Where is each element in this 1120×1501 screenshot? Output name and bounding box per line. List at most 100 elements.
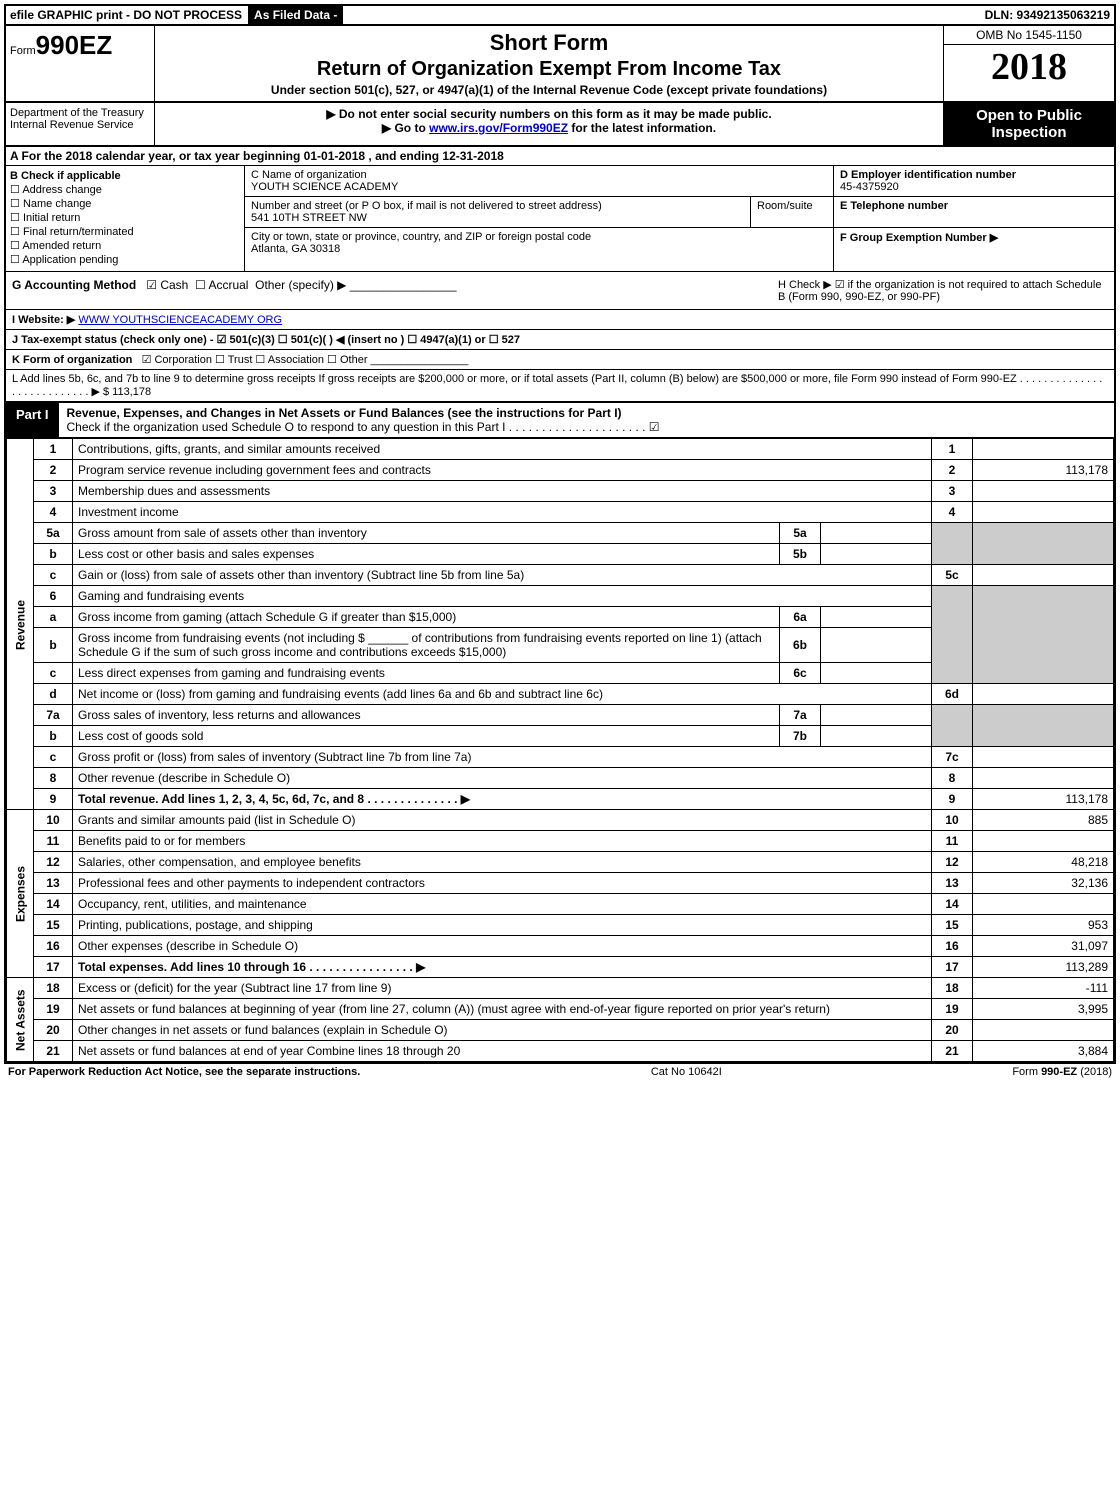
l5a-sn: 5a [780,523,821,544]
l17-desc: Total expenses. Add lines 10 through 16 … [78,960,425,974]
l4-val [973,502,1114,523]
chk-accrual[interactable]: ☐ Accrual [195,278,248,292]
l11-idx: 11 [932,831,973,852]
as-filed-label: As Filed Data - [248,6,343,24]
l15-desc: Printing, publications, postage, and shi… [73,915,932,936]
form-container: efile GRAPHIC print - DO NOT PROCESS As … [4,4,1116,1064]
goto-post: for the latest information. [568,121,716,135]
l21-num: 21 [34,1041,73,1062]
l1-num: 1 [34,439,73,460]
irs-label: Internal Revenue Service [10,119,150,131]
l6d-num: d [34,684,73,705]
l7a-sn: 7a [780,705,821,726]
l5a-sv [821,523,932,544]
l7a-num: 7a [34,705,73,726]
l7c-desc: Gross profit or (loss) from sales of inv… [73,747,932,768]
row-h: H Check ▶ ☑ if the organization is not r… [772,272,1114,309]
chk-name-change[interactable]: ☐ Name change [10,197,240,210]
l5-grey [932,523,973,565]
l12-num: 12 [34,852,73,873]
tax-year: 2018 [944,45,1114,89]
row-gh: G Accounting Method ☑ Cash ☐ Accrual Oth… [6,272,1114,310]
l5c-desc: Gain or (loss) from sale of assets other… [73,565,932,586]
footer-mid: Cat No 10642I [651,1066,722,1078]
footer-right: Form 990-EZ (2018) [1012,1066,1112,1078]
year-begin: 01-01-2018 [304,149,365,163]
goto-pre: ▶ Go to [382,121,429,135]
l3-val [973,481,1114,502]
l19-idx: 19 [932,999,973,1020]
l5b-num: b [34,544,73,565]
header-row-2: Department of the Treasury Internal Reve… [6,103,1114,147]
l1-desc: Contributions, gifts, grants, and simila… [73,439,932,460]
chk-address-change[interactable]: ☐ Address change [10,183,240,196]
phone-label: E Telephone number [840,200,948,212]
website-link[interactable]: WWW YOUTHSCIENCEACADEMY ORG [78,314,282,326]
dept-treasury: Department of the Treasury [10,107,150,119]
l19-val: 3,995 [973,999,1114,1020]
ein-value: 45-4375920 [840,181,899,193]
col-c: C Name of organization YOUTH SCIENCE ACA… [245,166,834,271]
l8-val [973,768,1114,789]
goto-note: ▶ Go to www.irs.gov/Form990EZ for the la… [159,121,939,135]
l11-desc: Benefits paid to or for members [73,831,932,852]
l7b-num: b [34,726,73,747]
tax-exempt-status: J Tax-exempt status (check only one) - ☑… [12,334,520,346]
l3-desc: Membership dues and assessments [73,481,932,502]
netassets-label: Net Assets [7,978,34,1062]
l6c-num: c [34,663,73,684]
chk-final-return[interactable]: ☐ Final return/terminated [10,225,240,238]
l7b-sn: 7b [780,726,821,747]
l6a-sn: 6a [780,607,821,628]
l13-desc: Professional fees and other payments to … [73,873,932,894]
l19-num: 19 [34,999,73,1020]
chk-initial-return[interactable]: ☐ Initial return [10,211,240,224]
l20-num: 20 [34,1020,73,1041]
room-label: Room/suite [751,197,833,227]
row-l: L Add lines 5b, 6c, and 7b to line 9 to … [6,370,1114,403]
l6c-sn: 6c [780,663,821,684]
chk-amended-return[interactable]: ☐ Amended return [10,239,240,252]
l9-val: 113,178 [973,789,1114,810]
omb-number: OMB No 1545-1150 [944,26,1114,45]
l6a-num: a [34,607,73,628]
year-end: 12-31-2018 [442,149,503,163]
footer: For Paperwork Reduction Act Notice, see … [4,1064,1116,1080]
section-bcdef: B Check if applicable ☐ Address change ☐… [6,166,1114,272]
ssn-warning: ▶ Do not enter social security numbers o… [159,107,939,121]
chk-application-pending[interactable]: ☐ Application pending [10,253,240,266]
l2-idx: 2 [932,460,973,481]
l17-idx: 17 [932,957,973,978]
l7c-val [973,747,1114,768]
part1-table: Revenue 1Contributions, gifts, grants, a… [6,438,1114,1062]
l5a-desc: Gross amount from sale of assets other t… [73,523,780,544]
row-j: J Tax-exempt status (check only one) - ☑… [6,330,1114,350]
l10-num: 10 [34,810,73,831]
expenses-label: Expenses [7,810,34,978]
efile-label: efile GRAPHIC print - DO NOT PROCESS [6,6,246,24]
l6d-desc: Net income or (loss) from gaming and fun… [73,684,932,705]
row-k: K Form of organization ☑ Corporation ☐ T… [6,350,1114,370]
row-i: I Website: ▶ WWW YOUTHSCIENCEACADEMY ORG [6,310,1114,330]
l6b-num: b [34,628,73,663]
dln-label: DLN: 93492135063219 [981,6,1114,24]
l12-desc: Salaries, other compensation, and employ… [73,852,932,873]
l16-idx: 16 [932,936,973,957]
l18-idx: 18 [932,978,973,999]
accounting-method-label: G Accounting Method [12,278,136,292]
l4-num: 4 [34,502,73,523]
l13-num: 13 [34,873,73,894]
l14-val [973,894,1114,915]
l18-val: -111 [973,978,1114,999]
irs-link[interactable]: www.irs.gov/Form990EZ [429,121,568,135]
l6-desc: Gaming and fundraising events [73,586,932,607]
chk-cash[interactable]: ☑ Cash [146,278,188,292]
short-form-title: Short Form [159,30,939,56]
l6c-desc: Less direct expenses from gaming and fun… [73,663,780,684]
website-label: I Website: ▶ [12,314,75,326]
l4-idx: 4 [932,502,973,523]
city-value: Atlanta, GA 30318 [251,243,340,255]
l12-val: 48,218 [973,852,1114,873]
l14-num: 14 [34,894,73,915]
street-label: Number and street (or P O box, if mail i… [251,200,602,212]
